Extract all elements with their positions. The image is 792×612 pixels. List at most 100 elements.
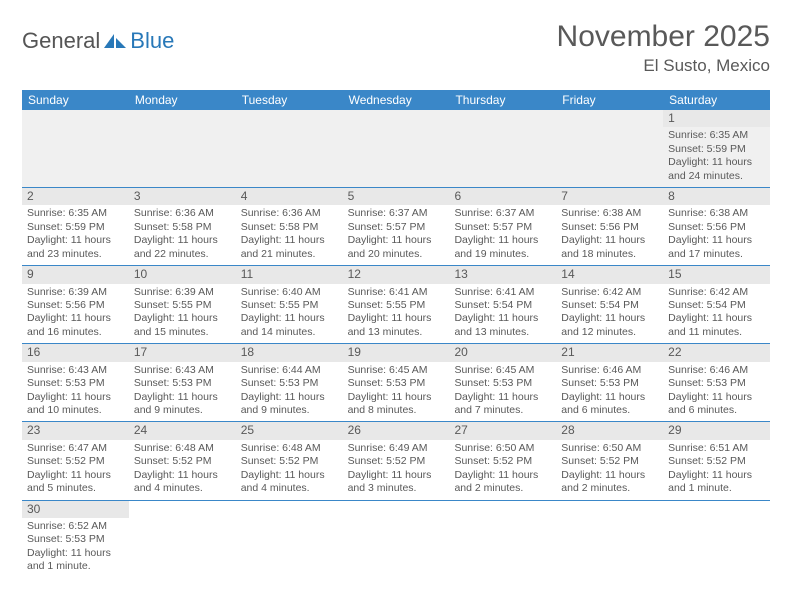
sunset-text: Sunset: 5:52 PM <box>27 455 124 468</box>
day-cell: 6Sunrise: 6:37 AMSunset: 5:57 PMDaylight… <box>449 188 556 265</box>
sunrise-text: Sunrise: 6:51 AM <box>668 442 765 455</box>
day-info: Sunrise: 6:35 AMSunset: 5:59 PMDaylight:… <box>668 129 765 183</box>
daylight-text: Daylight: 11 hours and 7 minutes. <box>454 391 551 418</box>
day-number: 12 <box>343 266 450 283</box>
day-info: Sunrise: 6:43 AMSunset: 5:53 PMDaylight:… <box>134 364 231 418</box>
daylight-text: Daylight: 11 hours and 24 minutes. <box>668 156 765 183</box>
dow-row: Sunday Monday Tuesday Wednesday Thursday… <box>22 90 770 110</box>
dow-saturday: Saturday <box>663 90 770 110</box>
day-number: 2 <box>22 188 129 205</box>
week-row: 30Sunrise: 6:52 AMSunset: 5:53 PMDayligh… <box>22 501 770 578</box>
sunset-text: Sunset: 5:53 PM <box>134 377 231 390</box>
day-cell <box>343 501 450 578</box>
sunrise-text: Sunrise: 6:36 AM <box>241 207 338 220</box>
day-cell <box>449 110 556 187</box>
daylight-text: Daylight: 11 hours and 13 minutes. <box>454 312 551 339</box>
day-cell: 5 Sunrise: 6:37 AMSunset: 5:57 PMDaylight… <box>343 188 450 265</box>
daylight-text: Daylight: 11 hours and 6 minutes. <box>668 391 765 418</box>
day-info: Sunrise: 6:52 AMSunset: 5:53 PMDaylight:… <box>27 520 124 574</box>
day-cell: 29 Sunrise: 6:51 AMSunset: 5:52 PMDayligh… <box>663 422 770 499</box>
daylight-text: Daylight: 11 hours and 14 minutes. <box>241 312 338 339</box>
sunrise-text: Sunrise: 6:46 AM <box>668 364 765 377</box>
sunrise-text: Sunrise: 6:42 AM <box>561 286 658 299</box>
day-info: Sunrise: 6:40 AMSunset: 5:55 PMDaylight:… <box>241 286 338 340</box>
daylight-text: Daylight: 11 hours and 2 minutes. <box>454 469 551 496</box>
daylight-text: Daylight: 11 hours and 17 minutes. <box>668 234 765 261</box>
day-number: 28 <box>556 422 663 439</box>
sunset-text: Sunset: 5:55 PM <box>241 299 338 312</box>
dow-wednesday: Wednesday <box>343 90 450 110</box>
sunrise-text: Sunrise: 6:41 AM <box>454 286 551 299</box>
header: General Blue November 2025 El Susto, Mex… <box>22 20 770 76</box>
sunrise-text: Sunrise: 6:37 AM <box>454 207 551 220</box>
logo: General Blue <box>22 20 174 54</box>
sunset-text: Sunset: 5:53 PM <box>27 533 124 546</box>
sunrise-text: Sunrise: 6:48 AM <box>134 442 231 455</box>
day-info: Sunrise: 6:39 AMSunset: 5:55 PMDaylight:… <box>134 286 231 340</box>
day-cell: 12Sunrise: 6:41 AMSunset: 5:55 PMDayligh… <box>343 266 450 343</box>
daylight-text: Daylight: 11 hours and 15 minutes. <box>134 312 231 339</box>
day-info: Sunrise: 6:51 AMSunset: 5:52 PMDaylight:… <box>668 442 765 496</box>
daylight-text: Daylight: 11 hours and 9 minutes. <box>241 391 338 418</box>
sunset-text: Sunset: 5:59 PM <box>668 143 765 156</box>
title-block: November 2025 El Susto, Mexico <box>557 20 770 76</box>
daylight-text: Daylight: 11 hours and 22 minutes. <box>134 234 231 261</box>
sunset-text: Sunset: 5:56 PM <box>561 221 658 234</box>
sunrise-text: Sunrise: 6:43 AM <box>134 364 231 377</box>
day-number: 7 <box>556 188 663 205</box>
sunset-text: Sunset: 5:52 PM <box>134 455 231 468</box>
sunset-text: Sunset: 5:54 PM <box>668 299 765 312</box>
day-info: Sunrise: 6:49 AMSunset: 5:52 PMDaylight:… <box>348 442 445 496</box>
day-number: 3 <box>129 188 236 205</box>
day-number: 11 <box>236 266 343 283</box>
daylight-text: Daylight: 11 hours and 16 minutes. <box>27 312 124 339</box>
day-number: 29 <box>663 422 770 439</box>
day-cell <box>556 110 663 187</box>
day-number: 5 <box>343 188 450 205</box>
daylight-text: Daylight: 11 hours and 23 minutes. <box>27 234 124 261</box>
sunrise-text: Sunrise: 6:47 AM <box>27 442 124 455</box>
sunset-text: Sunset: 5:57 PM <box>348 221 445 234</box>
day-cell <box>449 501 556 578</box>
week-row: 9Sunrise: 6:39 AMSunset: 5:56 PMDaylight… <box>22 266 770 344</box>
day-info: Sunrise: 6:35 AMSunset: 5:59 PMDaylight:… <box>27 207 124 261</box>
daylight-text: Daylight: 11 hours and 4 minutes. <box>241 469 338 496</box>
sunset-text: Sunset: 5:55 PM <box>134 299 231 312</box>
sunset-text: Sunset: 5:54 PM <box>561 299 658 312</box>
day-cell <box>22 110 129 187</box>
dow-tuesday: Tuesday <box>236 90 343 110</box>
day-number: 24 <box>129 422 236 439</box>
day-number: 15 <box>663 266 770 283</box>
day-cell: 14Sunrise: 6:42 AMSunset: 5:54 PMDayligh… <box>556 266 663 343</box>
day-number: 25 <box>236 422 343 439</box>
day-info: Sunrise: 6:37 AMSunset: 5:57 PMDaylight:… <box>348 207 445 261</box>
day-cell: 7Sunrise: 6:38 AMSunset: 5:56 PMDaylight… <box>556 188 663 265</box>
day-number: 17 <box>129 344 236 361</box>
day-number: 9 <box>22 266 129 283</box>
day-number: 27 <box>449 422 556 439</box>
daylight-text: Daylight: 11 hours and 13 minutes. <box>348 312 445 339</box>
daylight-text: Daylight: 11 hours and 1 minute. <box>668 469 765 496</box>
sunset-text: Sunset: 5:56 PM <box>668 221 765 234</box>
sunrise-text: Sunrise: 6:35 AM <box>668 129 765 142</box>
daylight-text: Daylight: 11 hours and 11 minutes. <box>668 312 765 339</box>
day-cell: 20Sunrise: 6:45 AMSunset: 5:53 PMDayligh… <box>449 344 556 421</box>
sunset-text: Sunset: 5:59 PM <box>27 221 124 234</box>
day-cell: 2 Sunrise: 6:35 AMSunset: 5:59 PMDaylight… <box>22 188 129 265</box>
day-info: Sunrise: 6:45 AMSunset: 5:53 PMDaylight:… <box>454 364 551 418</box>
day-cell <box>129 501 236 578</box>
day-info: Sunrise: 6:50 AMSunset: 5:52 PMDaylight:… <box>561 442 658 496</box>
sunrise-text: Sunrise: 6:45 AM <box>454 364 551 377</box>
logo-text-blue: Blue <box>130 28 174 54</box>
day-cell: 13Sunrise: 6:41 AMSunset: 5:54 PMDayligh… <box>449 266 556 343</box>
sunset-text: Sunset: 5:52 PM <box>668 455 765 468</box>
week-row: 16Sunrise: 6:43 AMSunset: 5:53 PMDayligh… <box>22 344 770 422</box>
week-row: 2 Sunrise: 6:35 AMSunset: 5:59 PMDaylight… <box>22 188 770 266</box>
day-cell: 11 Sunrise: 6:40 AMSunset: 5:55 PMDayligh… <box>236 266 343 343</box>
day-number: 26 <box>343 422 450 439</box>
sunrise-text: Sunrise: 6:38 AM <box>561 207 658 220</box>
week-row: 1Sunrise: 6:35 AMSunset: 5:59 PMDaylight… <box>22 110 770 188</box>
daylight-text: Daylight: 11 hours and 1 minute. <box>27 547 124 574</box>
day-number: 19 <box>343 344 450 361</box>
day-cell: 4Sunrise: 6:36 AMSunset: 5:58 PMDaylight… <box>236 188 343 265</box>
